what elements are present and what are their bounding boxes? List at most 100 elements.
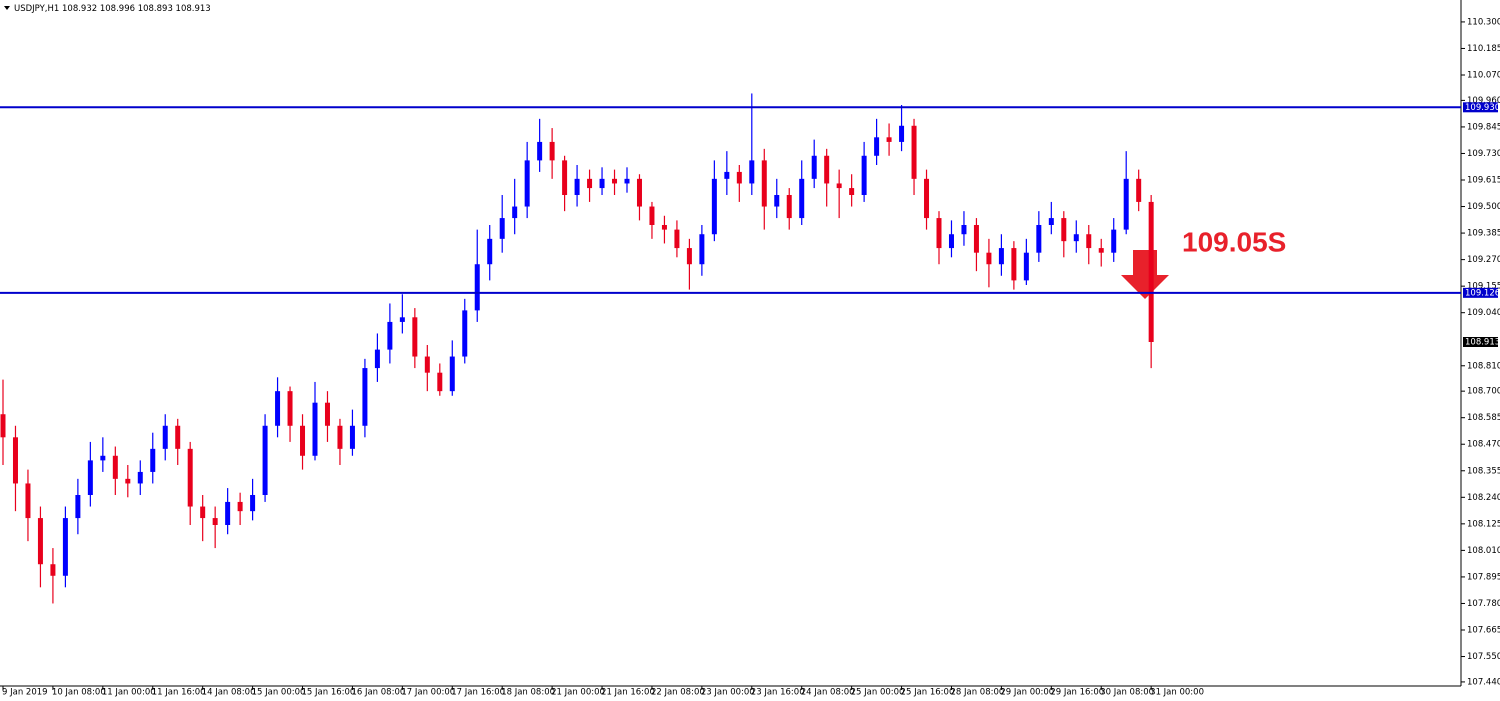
y-tick-label: 110.300 — [1467, 17, 1500, 27]
candle-body — [1073, 234, 1079, 242]
candle-body — [1061, 218, 1067, 242]
annotation: 109.05S — [1182, 226, 1286, 257]
candle-body — [1111, 229, 1117, 253]
x-tick-label: 24 Jan 08:00 — [801, 688, 855, 698]
candle-body — [749, 160, 755, 184]
y-tick-label: 110.070 — [1467, 71, 1500, 81]
candle-body — [1086, 234, 1092, 249]
candle-body — [1011, 248, 1017, 281]
y-tick-label: 108.700 — [1467, 387, 1500, 397]
candle-body — [437, 372, 443, 392]
candle-body — [175, 425, 181, 449]
candle-body — [612, 178, 618, 184]
candle-body — [25, 483, 31, 519]
candle-body — [524, 160, 530, 207]
candle-body — [811, 155, 817, 179]
y-tick-label: 108.010 — [1467, 546, 1500, 556]
candle-body — [162, 425, 168, 449]
candle-body — [462, 310, 468, 357]
candle-body — [549, 141, 555, 161]
menu-triangle — [4, 6, 10, 10]
candle-body — [300, 425, 306, 456]
x-tick-label: 18 Jan 08:00 — [501, 688, 555, 698]
candle-body — [711, 178, 717, 235]
candle-body — [499, 218, 505, 239]
candle-body — [924, 178, 930, 219]
candle-body — [861, 155, 867, 195]
x-tick-label: 14 Jan 08:00 — [202, 688, 256, 698]
candle-body — [986, 252, 992, 265]
x-tick-label: 11 Jan 16:00 — [152, 688, 206, 698]
candle-body — [225, 501, 231, 525]
candle-body — [587, 178, 593, 189]
candle-body — [874, 137, 880, 156]
candle-body — [487, 238, 493, 265]
candle-body — [973, 225, 979, 253]
candle-body — [399, 317, 405, 322]
y-tick-label: 108.585 — [1467, 413, 1500, 423]
candle-body — [736, 171, 742, 184]
candle-body — [512, 206, 518, 219]
candle-body — [849, 188, 855, 195]
x-tick-label: 9 Jan 2019 — [2, 688, 48, 698]
candle-body — [562, 160, 568, 195]
level-label: 109.930 — [1465, 103, 1500, 113]
level-label: 109.126 — [1465, 288, 1500, 298]
y-tick-label: 108.470 — [1467, 440, 1500, 450]
candle-body — [212, 518, 218, 525]
arrow-head — [1121, 275, 1169, 299]
candle-body — [125, 478, 131, 484]
y-tick-label: 107.440 — [1467, 677, 1500, 687]
x-tick-label: 15 Jan 00:00 — [252, 688, 306, 698]
candle-body — [1098, 248, 1104, 253]
candle-body — [62, 518, 68, 576]
candle-body — [899, 125, 905, 142]
y-tick-label: 107.895 — [1467, 572, 1500, 582]
candle-body — [724, 171, 730, 179]
candle-body — [574, 178, 580, 195]
y-tick-label: 109.500 — [1467, 202, 1500, 212]
y-tick-label: 109.385 — [1467, 229, 1500, 239]
candle-body — [624, 178, 630, 184]
candle-body — [537, 141, 543, 161]
x-tick-label: 16 Jan 08:00 — [351, 688, 405, 698]
candle-body — [0, 414, 6, 438]
candle-body — [187, 448, 193, 507]
y-tick-label: 109.155 — [1467, 282, 1500, 292]
candle-body — [387, 321, 393, 350]
x-tick-label: 17 Jan 16:00 — [451, 688, 505, 698]
candle-body — [337, 425, 343, 449]
candle-body — [37, 518, 43, 565]
x-tick-label: 23 Jan 00:00 — [701, 688, 755, 698]
candle-body — [948, 234, 954, 249]
candle-body — [312, 402, 318, 456]
y-tick-label: 107.665 — [1467, 626, 1500, 636]
candle-body — [599, 178, 605, 189]
y-tick-label: 108.125 — [1467, 519, 1500, 529]
candle-body — [349, 425, 355, 449]
candle-body — [424, 356, 430, 373]
candle-body — [936, 218, 942, 249]
x-tick-label: 29 Jan 00:00 — [1000, 688, 1054, 698]
x-tick-label: 17 Jan 00:00 — [401, 688, 455, 698]
y-tick-label: 109.730 — [1467, 149, 1500, 159]
candle-body — [75, 495, 81, 519]
candle-body — [998, 248, 1004, 265]
x-tick-label: 22 Jan 08:00 — [651, 688, 705, 698]
y-tick-label: 108.810 — [1467, 361, 1500, 371]
candle-body — [1123, 178, 1129, 230]
candle-body — [699, 234, 705, 265]
candle-body — [449, 356, 455, 392]
y-tick-label: 108.355 — [1467, 466, 1500, 476]
y-tick-label: 109.615 — [1467, 176, 1500, 186]
level-label-box — [1463, 102, 1498, 113]
candle-body — [12, 437, 18, 484]
last-price-box — [1463, 337, 1498, 347]
candle-body — [799, 178, 805, 219]
candle-body — [836, 183, 842, 189]
candle-body — [649, 206, 655, 225]
candle-body — [1023, 252, 1029, 281]
candle-body — [774, 195, 780, 207]
candle-body — [961, 225, 967, 235]
